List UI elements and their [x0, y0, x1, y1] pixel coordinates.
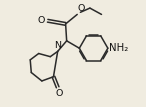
Text: O: O: [55, 89, 62, 98]
Text: O: O: [37, 16, 45, 25]
Text: O: O: [78, 4, 85, 13]
Text: NH₂: NH₂: [110, 43, 129, 53]
Text: N: N: [54, 41, 61, 50]
